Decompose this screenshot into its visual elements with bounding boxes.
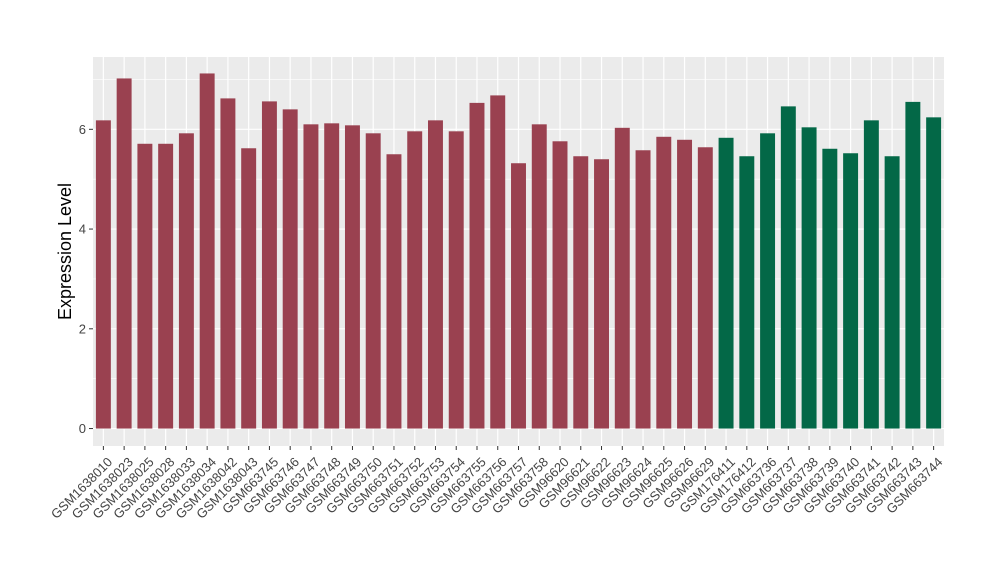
bar-GSM176411 <box>718 137 734 429</box>
bar-GSM663746 <box>282 109 298 429</box>
bar-GSM663756 <box>490 95 506 429</box>
bar-GSM1638010 <box>95 120 111 429</box>
bar-GSM663750 <box>365 133 381 429</box>
bar-GSM663751 <box>386 154 402 429</box>
bar-GSM96620 <box>552 141 568 429</box>
y-tick-label: 2 <box>79 321 86 336</box>
bar-GSM663738 <box>801 127 817 429</box>
bar-GSM663744 <box>926 117 942 429</box>
y-tick-label: 4 <box>79 222 86 237</box>
bar-GSM96629 <box>697 147 713 429</box>
y-tick-label: 0 <box>79 421 86 436</box>
bar-GSM663749 <box>344 125 360 429</box>
bar-GSM1638023 <box>116 78 132 429</box>
bar-GSM663736 <box>760 133 776 429</box>
bar-GSM96623 <box>614 127 630 429</box>
bar-GSM663743 <box>905 101 921 429</box>
bar-GSM663758 <box>531 124 547 429</box>
y-tick-label: 6 <box>79 122 86 137</box>
bars <box>95 73 942 429</box>
bar-GSM663739 <box>822 148 838 429</box>
bar-GSM663752 <box>407 131 423 429</box>
bar-GSM663753 <box>428 120 443 429</box>
y-axis-title: Expression Level <box>55 183 75 320</box>
bar-GSM1638042 <box>220 98 236 429</box>
bar-GSM96625 <box>656 136 672 429</box>
bar-GSM1638034 <box>199 73 215 429</box>
bar-GSM663755 <box>469 102 485 429</box>
bar-GSM663757 <box>511 163 526 429</box>
bar-GSM96622 <box>594 159 609 429</box>
x-axis: GSM1638010GSM1638023GSM1638025GSM1638028… <box>48 446 946 522</box>
bar-GSM1638043 <box>241 148 257 429</box>
bar-GSM96626 <box>677 139 693 429</box>
bar-GSM96621 <box>573 156 589 429</box>
bar-GSM1638025 <box>137 143 153 429</box>
y-axis: 0 2 4 6 <box>79 122 93 436</box>
bar-GSM663741 <box>863 120 879 429</box>
bar-GSM1638033 <box>178 133 194 429</box>
bar-GSM663745 <box>261 101 277 429</box>
bar-GSM176412 <box>739 156 755 429</box>
bar-GSM663747 <box>303 124 319 429</box>
bar-GSM663737 <box>780 106 796 429</box>
bar-GSM663740 <box>843 153 859 429</box>
bar-GSM1638028 <box>158 143 174 429</box>
bar-GSM663748 <box>324 123 340 429</box>
bar-GSM663754 <box>448 131 464 429</box>
bar-GSM663742 <box>884 156 900 429</box>
bar-GSM96624 <box>635 150 651 429</box>
